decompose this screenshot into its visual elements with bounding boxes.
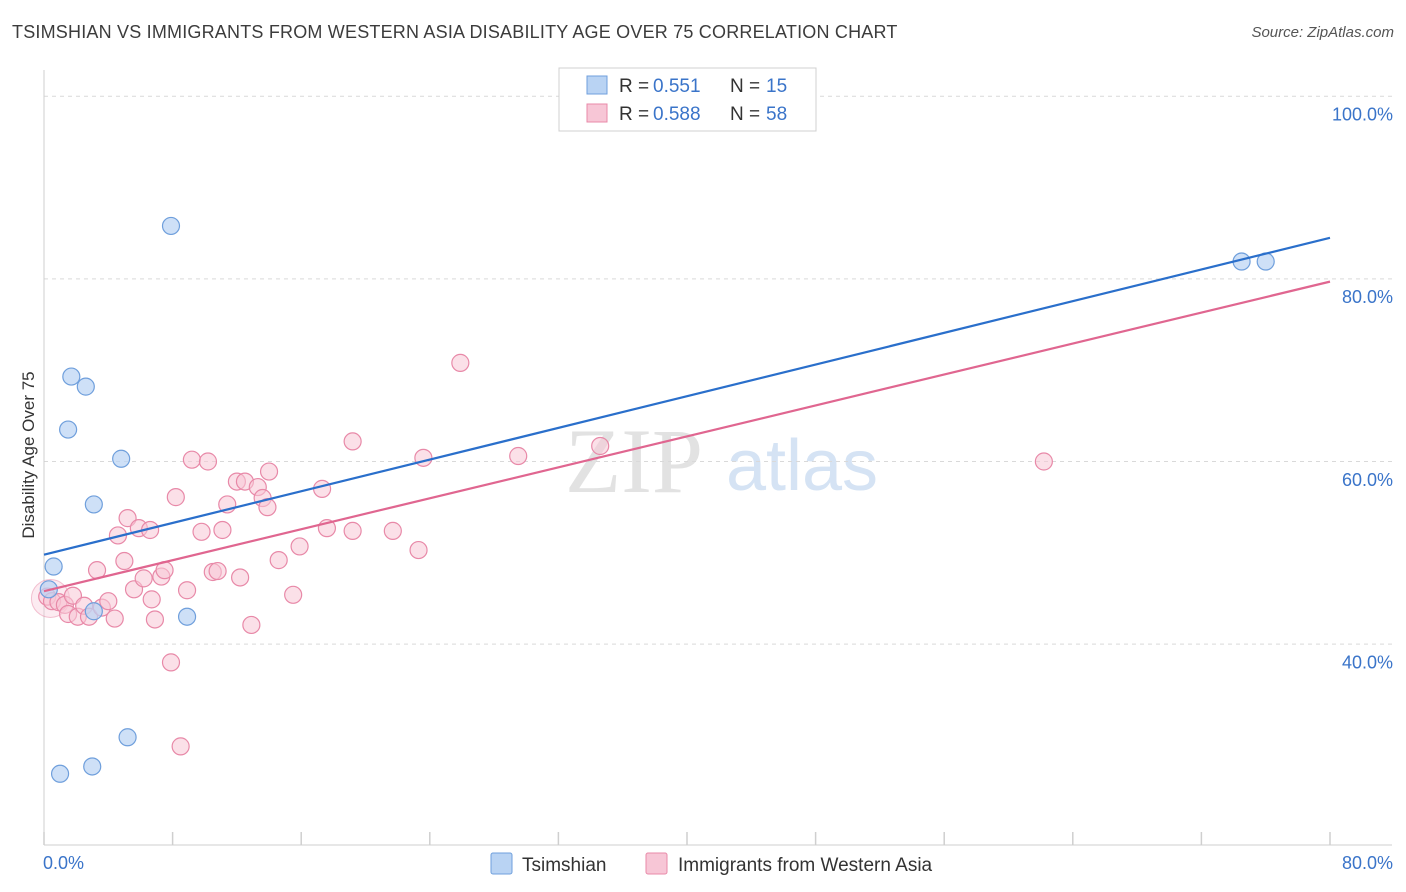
western-asia-point-53 <box>451 353 470 372</box>
tsimshian-trend-line <box>43 236 1331 556</box>
western-asia-point-38 <box>242 615 261 635</box>
western-asia-point-55 <box>591 436 610 456</box>
tsimshian-point-8 <box>83 757 102 776</box>
western-asia-point-36 <box>231 568 250 587</box>
western-asia-point-11 <box>99 592 118 611</box>
series-legend-label-western-asia: Immigrants from Western Asia <box>678 855 933 876</box>
western-asia-point-50 <box>383 521 402 540</box>
tsimshian-point-12 <box>177 607 197 626</box>
western-asia-point-49 <box>343 521 362 540</box>
western-asia-point-27 <box>177 581 197 600</box>
western-asia-point-21 <box>145 610 165 629</box>
western-asia-point-14 <box>115 551 134 571</box>
axes <box>43 70 1392 846</box>
tsimshian-point-3 <box>59 420 78 439</box>
tsimshian-point-1 <box>44 557 63 576</box>
y-tick-label-1: 80.0% <box>1342 287 1393 307</box>
chart-title: TSIMSHIAN VS IMMIGRANTS FROM WESTERN ASI… <box>12 22 898 42</box>
tsimshian-point-7 <box>84 602 103 621</box>
trend-lines <box>43 236 1331 593</box>
series-legend-label-tsimshian: Tsimshian <box>522 855 606 876</box>
tsimshian-point-11 <box>161 216 181 236</box>
western-asia-point-26 <box>171 737 190 756</box>
tsimshian-point-6 <box>84 495 103 514</box>
y-tick-label-2: 60.0% <box>1342 470 1393 490</box>
legend-r-label-2: R = <box>619 104 649 125</box>
western-asia-point-12 <box>105 609 124 628</box>
source-label: Source: ZipAtlas.com <box>1251 24 1394 41</box>
y-tick-label-3: 40.0% <box>1342 652 1393 672</box>
western-asia-point-54 <box>509 446 528 466</box>
western-asia-point-44 <box>284 585 303 604</box>
series-legend-swatch-western-asia <box>645 852 668 875</box>
tsimshian-point-2 <box>50 764 70 783</box>
western-asia-point-33 <box>213 520 232 540</box>
tsimshian-point-9 <box>112 449 131 468</box>
stats-legend: R = 0.551 N = 15 R = 0.588 N = 58 <box>558 67 817 132</box>
western-asia-trend-line <box>43 280 1331 593</box>
legend-n-label-2: N = <box>730 104 760 125</box>
western-asia-point-43 <box>269 551 288 570</box>
y-axis-label: Disability Age Over 75 <box>19 371 38 538</box>
watermark-atlas: atlas <box>726 426 878 506</box>
legend-r-label-1: R = <box>619 76 649 97</box>
y-tick-label-0: 100.0% <box>1332 105 1393 125</box>
legend-swatch-blue <box>586 75 608 95</box>
legend-r-value-1: 0.551 <box>653 76 701 97</box>
tsimshian-point-10 <box>118 728 137 747</box>
western-asia-point-52 <box>414 448 433 467</box>
western-asia-point-20 <box>142 590 161 609</box>
tsimshian-point-4 <box>62 367 81 386</box>
series-legend-swatch-tsimshian <box>490 852 513 875</box>
western-asia-point-30 <box>198 452 218 471</box>
western-asia-point-32 <box>208 561 227 581</box>
legend-r-value-2: 0.588 <box>653 104 701 125</box>
tsimshian-point-5 <box>76 377 95 396</box>
western-asia-point-56 <box>1034 452 1053 471</box>
western-asia-point-24 <box>161 653 181 672</box>
gridlines <box>44 95 1392 645</box>
x-tick-label-0: 0.0% <box>43 853 84 873</box>
western-asia-point-18 <box>134 569 153 588</box>
western-asia-point-46 <box>312 479 332 498</box>
x-tick-label-1: 80.0% <box>1342 853 1393 873</box>
series-legend: Tsimshian Immigrants from Western Asia <box>490 852 933 876</box>
western-asia-point-42 <box>259 462 279 481</box>
tick-labels: 100.0% 80.0% 60.0% 40.0% 0.0% 80.0% <box>43 105 1393 873</box>
legend-swatch-pink <box>586 103 608 123</box>
western-asia-point-45 <box>290 537 309 556</box>
x-ticks <box>43 832 1331 845</box>
western-asia-point-25 <box>166 488 185 507</box>
legend-n-value-1: 15 <box>766 76 787 97</box>
western-asia-point-28 <box>182 450 201 469</box>
legend-n-label-1: N = <box>730 76 760 97</box>
western-asia-point-29 <box>192 522 211 541</box>
legend-n-value-2: 58 <box>766 104 787 125</box>
western-asia-point-51 <box>409 540 428 560</box>
western-asia-point-48 <box>343 432 362 451</box>
